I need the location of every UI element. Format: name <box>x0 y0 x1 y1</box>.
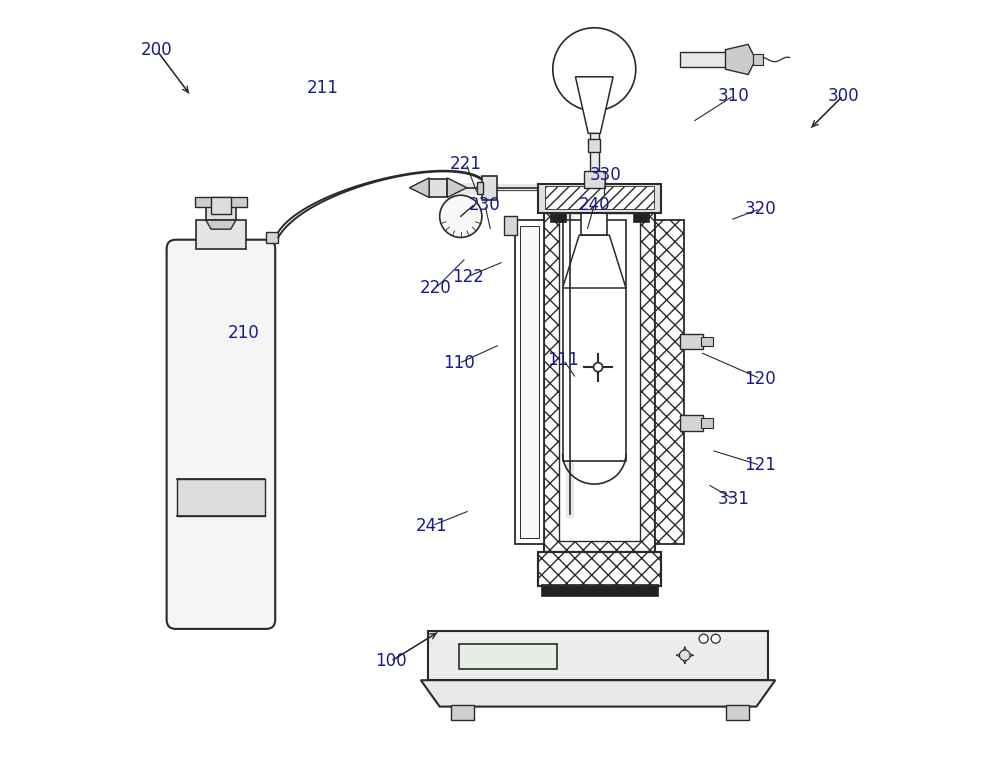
Polygon shape <box>409 178 429 198</box>
Bar <box>428 631 768 681</box>
FancyBboxPatch shape <box>167 240 275 629</box>
Bar <box>211 198 231 214</box>
Bar <box>655 220 684 544</box>
Bar <box>584 171 605 188</box>
Text: 211: 211 <box>307 79 339 97</box>
Text: 240: 240 <box>578 196 610 214</box>
Bar <box>451 705 474 720</box>
Polygon shape <box>421 681 775 706</box>
Text: 331: 331 <box>718 491 750 508</box>
Bar <box>544 213 655 552</box>
Circle shape <box>553 28 636 111</box>
Circle shape <box>699 634 708 643</box>
Bar <box>196 220 246 249</box>
Circle shape <box>711 634 720 643</box>
Bar <box>581 48 608 70</box>
Bar <box>633 201 649 222</box>
Bar <box>680 416 703 431</box>
Circle shape <box>594 363 603 372</box>
Bar <box>477 182 483 194</box>
Bar <box>701 419 713 428</box>
Bar <box>266 232 278 242</box>
Text: 200: 200 <box>141 42 173 59</box>
Text: 310: 310 <box>718 86 750 104</box>
Bar <box>482 176 497 200</box>
Bar <box>206 204 236 220</box>
Text: 330: 330 <box>590 166 621 184</box>
Bar <box>701 337 713 346</box>
Text: 230: 230 <box>469 196 501 214</box>
Bar <box>538 184 661 213</box>
Bar <box>588 139 600 152</box>
Polygon shape <box>563 235 626 288</box>
Bar <box>559 213 640 540</box>
Text: 100: 100 <box>375 653 406 671</box>
Text: 210: 210 <box>228 324 259 342</box>
Bar <box>545 186 654 209</box>
Bar <box>520 226 539 538</box>
Bar <box>538 552 661 586</box>
Bar <box>680 334 703 349</box>
Bar <box>515 220 544 544</box>
Text: 320: 320 <box>744 200 776 218</box>
Bar <box>195 197 247 207</box>
Text: 111: 111 <box>547 350 579 369</box>
Bar <box>581 213 607 235</box>
Circle shape <box>440 195 482 238</box>
Bar <box>538 552 661 586</box>
Bar <box>680 52 729 67</box>
Bar <box>459 644 557 669</box>
Text: 121: 121 <box>744 456 776 474</box>
Polygon shape <box>206 220 236 229</box>
Bar <box>429 179 447 197</box>
Text: 220: 220 <box>420 279 452 297</box>
Text: 241: 241 <box>416 516 448 534</box>
Text: 221: 221 <box>450 154 482 173</box>
Bar <box>590 39 599 184</box>
Polygon shape <box>447 178 467 198</box>
Bar <box>541 584 658 596</box>
Text: 122: 122 <box>452 268 484 285</box>
Bar <box>550 201 566 222</box>
Polygon shape <box>726 45 756 74</box>
Bar <box>753 55 763 65</box>
Bar <box>563 220 626 462</box>
Circle shape <box>680 650 690 661</box>
Text: 110: 110 <box>443 354 474 372</box>
Bar <box>726 705 749 720</box>
Text: 300: 300 <box>827 86 859 104</box>
Text: 120: 120 <box>744 369 776 388</box>
Bar <box>504 217 517 235</box>
Bar <box>177 479 265 516</box>
Polygon shape <box>575 76 613 133</box>
